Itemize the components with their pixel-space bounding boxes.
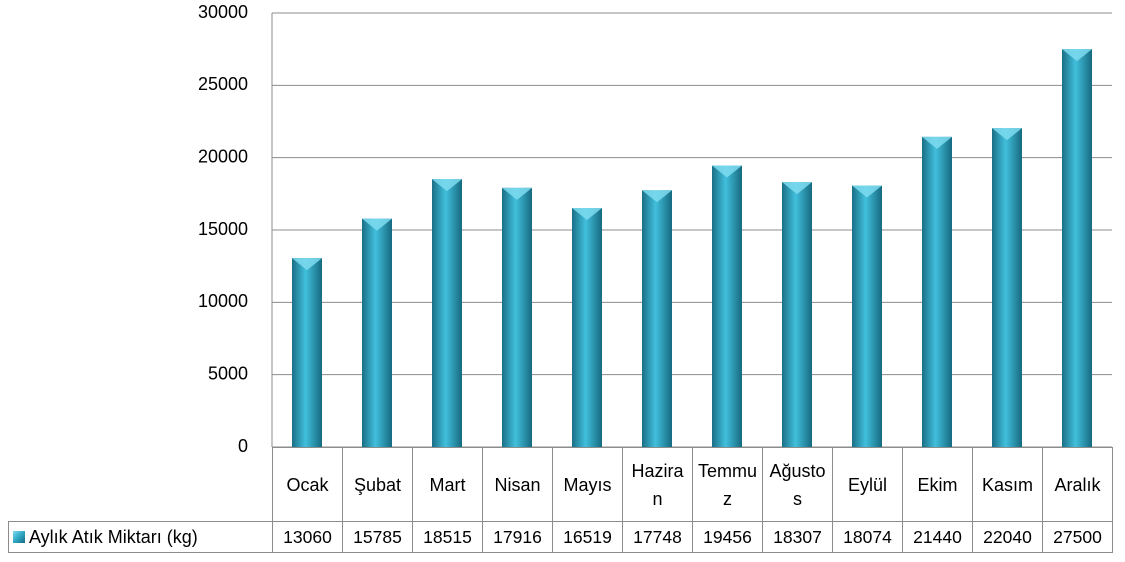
value-cell: 27500 [1042, 521, 1113, 553]
y-tick-label: 30000 [198, 2, 248, 22]
category-cell: Ağustos [762, 447, 833, 522]
bar [292, 258, 322, 447]
category-cell: Ekim [902, 447, 973, 522]
bar [432, 179, 462, 448]
bar [782, 182, 812, 447]
bar [712, 165, 742, 447]
category-cell: Temmuz [692, 447, 763, 522]
category-cell: Mart [412, 447, 483, 522]
bar-cap [992, 128, 1022, 141]
value-cell: 13060 [272, 521, 343, 553]
category-cell: Haziran [622, 447, 693, 522]
value-cell: 18515 [412, 521, 483, 553]
legend-key [13, 531, 25, 543]
value-cell: 21440 [902, 521, 973, 553]
value-cell: 16519 [552, 521, 623, 553]
bar-cap [362, 218, 392, 231]
y-tick-label: 15000 [198, 219, 248, 239]
bar-cap [432, 179, 462, 192]
legend-cell: Aylık Atık Miktarı (kg) [8, 521, 273, 553]
bar [992, 128, 1022, 447]
category-cell: Aralık [1042, 447, 1113, 522]
bar [1062, 49, 1092, 448]
bar [362, 218, 392, 447]
y-tick-label: 25000 [198, 74, 248, 94]
y-tick-label: 0 [238, 436, 248, 456]
value-cell: 17916 [482, 521, 553, 553]
bar [922, 136, 952, 448]
bar-cap [572, 208, 602, 221]
value-cell: 18307 [762, 521, 833, 553]
value-cell: 22040 [972, 521, 1043, 553]
category-cell: Şubat [342, 447, 413, 522]
category-cell: Eylül [832, 447, 903, 522]
bar-cap [922, 136, 952, 149]
bar [642, 190, 672, 447]
category-cell: Ocak [272, 447, 343, 522]
bar-cap [852, 185, 882, 198]
bar-cap [502, 187, 532, 200]
value-cell: 17748 [622, 521, 693, 553]
y-tick-label: 20000 [198, 146, 248, 166]
value-cell: 15785 [342, 521, 413, 553]
value-cell: 18074 [832, 521, 903, 553]
bar-cap [1062, 49, 1092, 62]
bar-cap [712, 165, 742, 178]
bar-cap [642, 190, 672, 203]
y-tick-label: 5000 [208, 363, 248, 383]
bar [572, 208, 602, 447]
category-cell: Mayıs [552, 447, 623, 522]
category-cell: Kasım [972, 447, 1043, 522]
category-cell: Nisan [482, 447, 553, 522]
bar-cap [292, 258, 322, 271]
legend-label: Aylık Atık Miktarı (kg) [29, 527, 198, 547]
value-cell: 19456 [692, 521, 763, 553]
y-tick-label: 10000 [198, 291, 248, 311]
bar [852, 185, 882, 447]
bar-cap [782, 182, 812, 195]
bar [502, 187, 532, 448]
